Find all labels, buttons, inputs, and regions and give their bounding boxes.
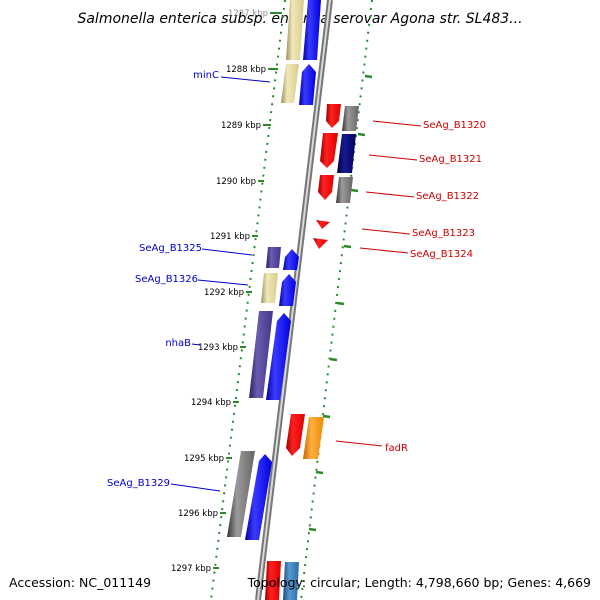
right-tick — [364, 74, 373, 79]
right-tick — [336, 301, 345, 306]
feature-gray-b1320 — [342, 106, 359, 131]
leader-line-b1322 — [365, 191, 415, 198]
right-tick — [308, 527, 317, 532]
right-tick — [329, 357, 338, 362]
gene-label-nhaB: nhaB — [165, 338, 191, 349]
gene-label-b1329: SeAg_B1329 — [107, 478, 170, 489]
right-tick — [350, 188, 359, 193]
right-gene-labels: SeAg_B1320 SeAg_B1321 SeAg_B1322 SeAg_B1… — [335, 120, 486, 454]
leader-line-b1325 — [201, 248, 253, 256]
feature-purple-b1325 — [266, 247, 281, 268]
tick-label: 1289 kbp — [221, 121, 261, 131]
leader-line-b1323 — [361, 228, 411, 235]
topology-text: Topology: circular; Length: 4,798,660 bp… — [247, 575, 591, 590]
feature-purple-nhaB — [249, 311, 273, 398]
kbp-ticks: 1287 kbp 1288 kbp 1289 kbp 1290 kbp 1291… — [171, 9, 282, 574]
right-tick — [322, 414, 331, 419]
left-gene-labels: minC SeAg_B1325 SeAg_B1326 nhaB SeAg_B13… — [107, 70, 271, 492]
leader-line-fadR — [335, 440, 383, 447]
leader-line-b1320 — [372, 120, 422, 127]
right-tick — [343, 244, 352, 249]
tick-label: 1293 kbp — [198, 343, 238, 353]
leader-line-b1321 — [368, 154, 418, 161]
tick-label: 1287 kbp — [228, 9, 268, 19]
feature-red-bottom — [265, 561, 281, 600]
feature-gray-b1329 — [227, 451, 255, 537]
feature-navy-b1321 — [337, 134, 356, 173]
leader-line-b1324 — [359, 247, 409, 254]
feature-blue-nhaB — [266, 313, 291, 400]
feature-blue-b1329 — [245, 454, 272, 540]
feature-steel-bottom — [283, 562, 299, 600]
tick-label: 1296 kbp — [178, 509, 218, 519]
gene-label-b1324: SeAg_B1324 — [410, 249, 473, 260]
tick-label: 1294 kbp — [191, 398, 231, 408]
accession-text: Accession: NC_011149 — [9, 575, 151, 590]
genome-backbone-highlight — [257, 0, 331, 600]
leader-line-nhaB — [191, 343, 201, 346]
gene-label-b1320: SeAg_B1320 — [423, 120, 486, 131]
right-tick — [357, 132, 366, 137]
leader-line-b1326 — [197, 279, 249, 286]
feature-red-b1324 — [313, 238, 328, 249]
tick-label: 1292 kbp — [204, 288, 244, 298]
gene-label-b1326: SeAg_B1326 — [135, 274, 198, 285]
right-strand-features — [265, 104, 359, 600]
left-strand-features — [227, 0, 321, 540]
feature-orange-fadR — [303, 417, 324, 459]
feature-gray-b1322 — [336, 177, 353, 203]
leader-line-b1329 — [170, 483, 221, 492]
tick-label: 1295 kbp — [184, 454, 224, 464]
gene-label-b1322: SeAg_B1322 — [416, 191, 479, 202]
gene-label-fadR: fadR — [385, 443, 408, 454]
tick-label: 1297 kbp — [171, 564, 211, 574]
feature-red-b1321 — [320, 133, 338, 168]
tick-label: 1288 kbp — [226, 65, 266, 75]
right-tick — [315, 470, 324, 475]
tick-label: 1291 kbp — [210, 232, 250, 242]
feature-blue-minC — [299, 64, 316, 105]
gene-label-minC: minC — [193, 70, 219, 81]
right-tick-marks — [308, 74, 373, 532]
feature-yellow-minC — [281, 64, 299, 103]
feature-red-b1323 — [316, 220, 330, 229]
feature-red-b1322 — [318, 175, 334, 200]
feature-blue-top — [303, 0, 321, 60]
feature-blue-b1326 — [279, 274, 296, 306]
leader-line-minC — [220, 76, 271, 83]
feature-red-b1320 — [326, 104, 341, 128]
feature-yellow-b1326 — [261, 273, 278, 303]
gene-label-b1321: SeAg_B1321 — [419, 154, 482, 165]
tick-label: 1290 kbp — [216, 177, 256, 187]
gene-label-b1325: SeAg_B1325 — [139, 243, 202, 254]
feature-red-fadR — [286, 414, 305, 456]
gene-label-b1323: SeAg_B1323 — [412, 228, 475, 239]
feature-yellow-top — [286, 0, 304, 60]
feature-blue-b1325 — [283, 249, 299, 270]
